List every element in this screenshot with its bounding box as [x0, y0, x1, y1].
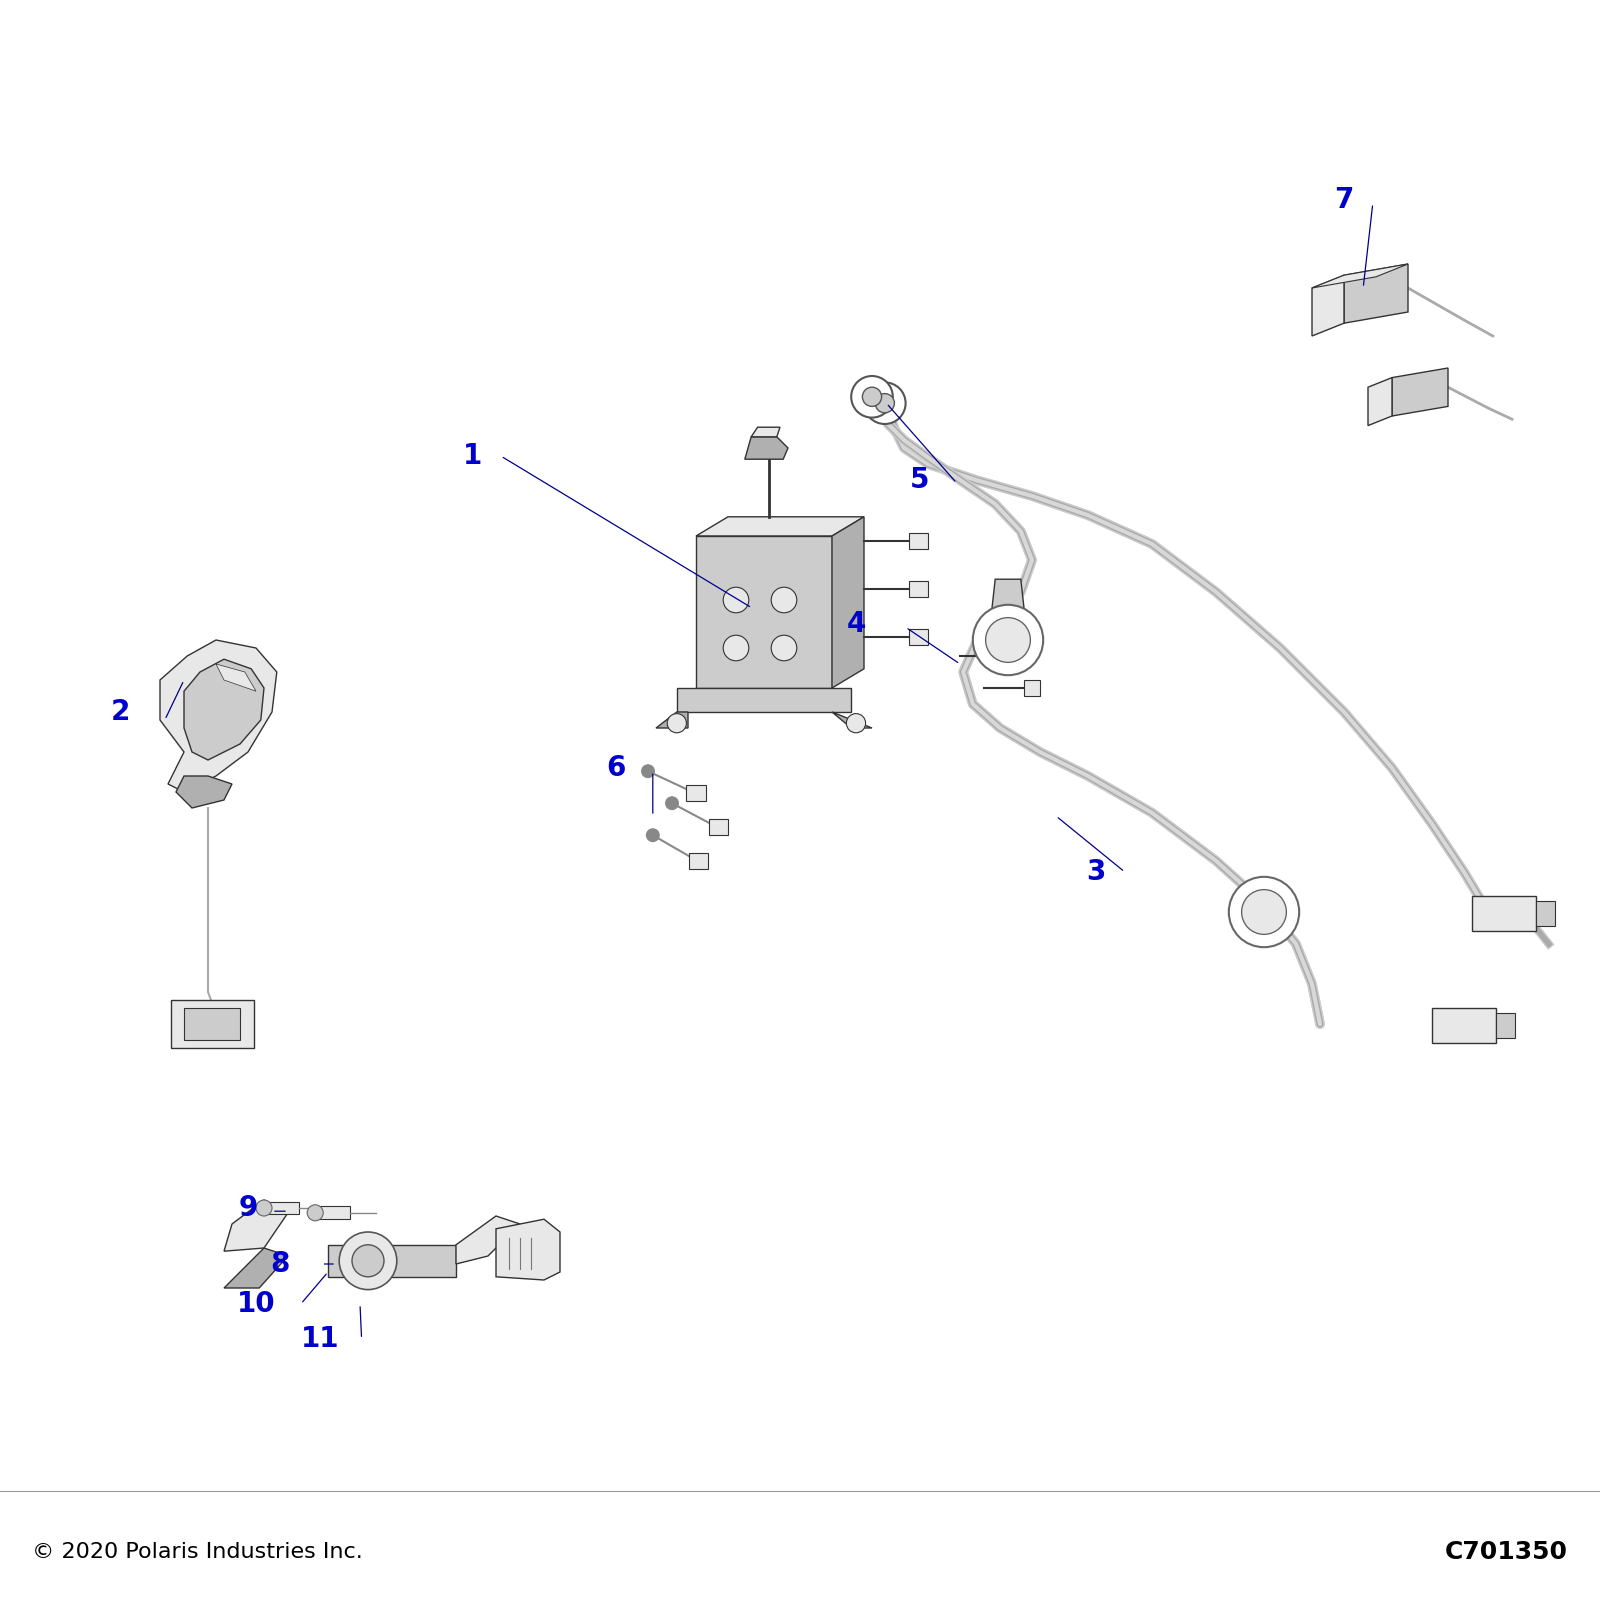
Text: 11: 11 [301, 1325, 339, 1354]
Circle shape [667, 714, 686, 733]
Circle shape [256, 1200, 272, 1216]
Bar [909, 581, 928, 597]
Bar [1496, 1013, 1515, 1038]
Circle shape [875, 394, 894, 413]
Circle shape [986, 618, 1030, 662]
Text: 2: 2 [110, 698, 130, 726]
Circle shape [666, 797, 678, 810]
Bar [1472, 896, 1536, 931]
Circle shape [973, 605, 1043, 675]
Bar [1536, 901, 1555, 926]
Circle shape [864, 382, 906, 424]
Polygon shape [1312, 275, 1344, 336]
Polygon shape [176, 776, 232, 808]
Polygon shape [1344, 264, 1408, 323]
Polygon shape [992, 579, 1024, 608]
Circle shape [851, 376, 893, 418]
Circle shape [771, 635, 797, 661]
Bar [686, 786, 706, 802]
Circle shape [642, 765, 654, 778]
Polygon shape [677, 688, 851, 712]
Polygon shape [752, 427, 781, 437]
Circle shape [352, 1245, 384, 1277]
Bar [709, 819, 728, 835]
Circle shape [1229, 877, 1299, 947]
Circle shape [771, 587, 797, 613]
Text: 10: 10 [237, 1290, 275, 1318]
Text: 5: 5 [910, 466, 930, 494]
Text: 6: 6 [606, 754, 626, 782]
Circle shape [846, 714, 866, 733]
Polygon shape [224, 1200, 288, 1251]
Polygon shape [496, 1219, 560, 1280]
Bar [690, 853, 709, 869]
Bar [184, 1008, 240, 1040]
Polygon shape [456, 1216, 520, 1264]
Polygon shape [216, 664, 256, 691]
Polygon shape [328, 1245, 456, 1277]
Circle shape [1242, 890, 1286, 934]
Polygon shape [744, 437, 787, 459]
Bar [909, 629, 928, 645]
Polygon shape [832, 517, 864, 688]
Circle shape [646, 829, 659, 842]
Text: 9: 9 [238, 1194, 258, 1222]
Bar [1024, 680, 1040, 696]
Bar [315, 1206, 350, 1219]
Polygon shape [184, 659, 264, 760]
Polygon shape [1392, 368, 1448, 416]
Polygon shape [696, 536, 832, 688]
Circle shape [723, 587, 749, 613]
Text: 4: 4 [846, 610, 866, 638]
Circle shape [862, 387, 882, 406]
Text: 3: 3 [1086, 858, 1106, 886]
Text: C701350: C701350 [1445, 1539, 1568, 1565]
Circle shape [723, 635, 749, 661]
Bar [1432, 1008, 1496, 1043]
Bar [264, 1202, 299, 1214]
Polygon shape [696, 517, 864, 536]
Text: 8: 8 [270, 1250, 290, 1278]
Text: 1: 1 [462, 442, 482, 470]
Bar [171, 1000, 254, 1048]
Polygon shape [1368, 378, 1392, 426]
Bar [909, 533, 928, 549]
Text: © 2020 Polaris Industries Inc.: © 2020 Polaris Industries Inc. [32, 1542, 363, 1562]
Polygon shape [656, 712, 688, 728]
Bar [1000, 648, 1016, 664]
Circle shape [339, 1232, 397, 1290]
Polygon shape [224, 1248, 288, 1288]
Polygon shape [832, 712, 872, 728]
Polygon shape [160, 640, 277, 792]
Circle shape [307, 1205, 323, 1221]
Polygon shape [1312, 264, 1408, 288]
Text: 7: 7 [1334, 186, 1354, 214]
